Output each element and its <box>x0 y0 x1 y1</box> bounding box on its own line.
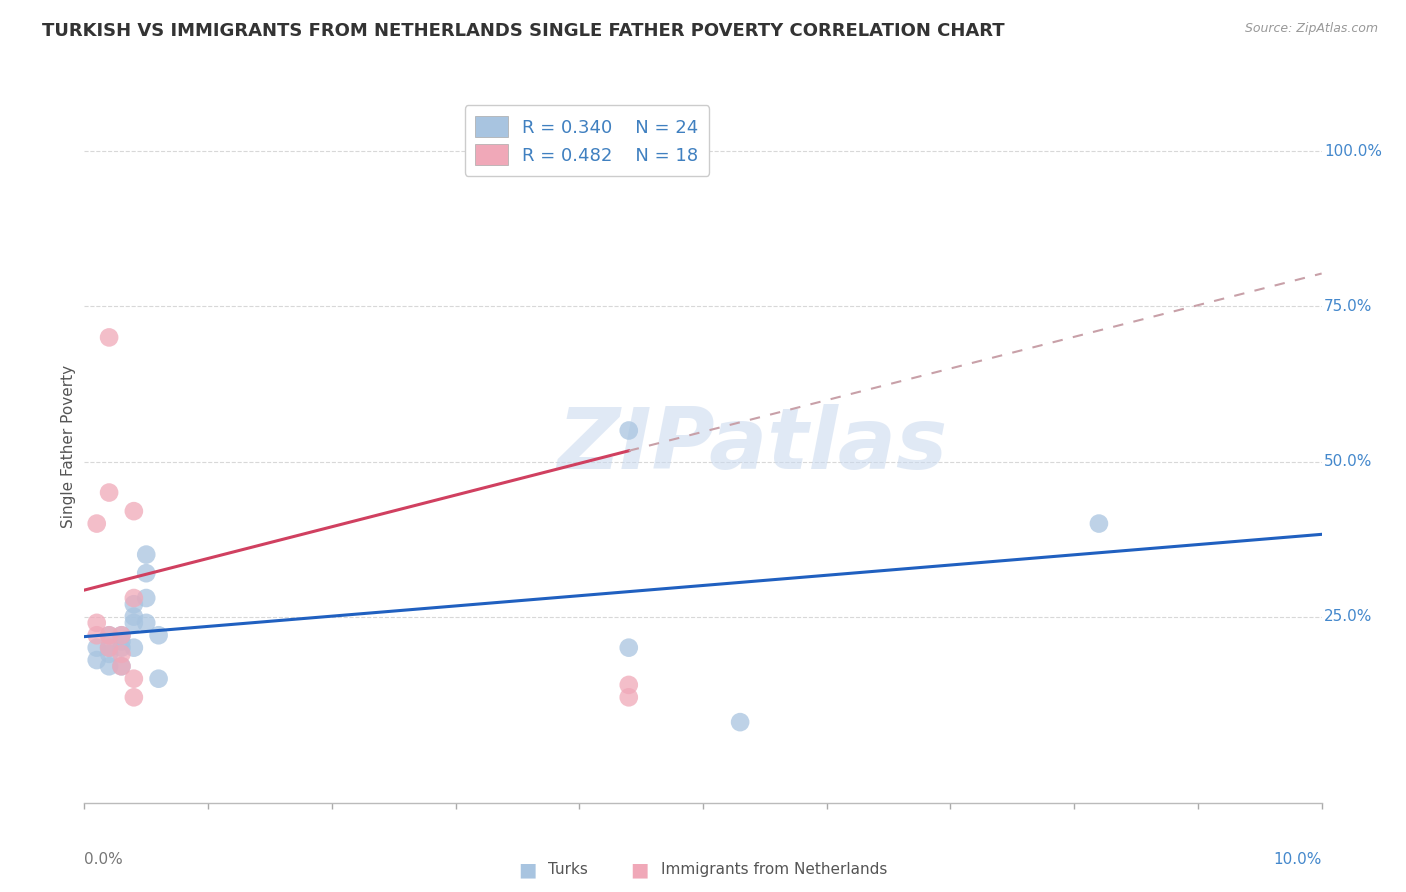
Text: Immigrants from Netherlands: Immigrants from Netherlands <box>661 863 887 877</box>
Point <box>110 628 132 642</box>
Point <box>86 640 108 655</box>
Point <box>148 672 170 686</box>
Text: ■: ■ <box>630 860 650 880</box>
Point <box>617 640 640 655</box>
Point <box>98 485 121 500</box>
Text: 25.0%: 25.0% <box>1324 609 1372 624</box>
Point <box>617 690 640 705</box>
Point <box>98 628 121 642</box>
Point <box>86 516 108 531</box>
Point <box>86 615 108 630</box>
Point <box>481 145 503 159</box>
Text: 0.0%: 0.0% <box>84 853 124 867</box>
Text: Turks: Turks <box>548 863 588 877</box>
Point <box>110 628 132 642</box>
Point <box>122 640 145 655</box>
Point <box>98 659 121 673</box>
Point <box>86 628 108 642</box>
Point <box>110 634 132 648</box>
Text: 75.0%: 75.0% <box>1324 299 1372 314</box>
Text: 100.0%: 100.0% <box>1324 144 1382 159</box>
Point <box>98 647 121 661</box>
Point <box>122 609 145 624</box>
Point <box>122 690 145 705</box>
Point <box>122 504 145 518</box>
Point <box>98 640 121 655</box>
Point <box>110 640 132 655</box>
Point <box>617 424 640 438</box>
Text: Source: ZipAtlas.com: Source: ZipAtlas.com <box>1244 22 1378 36</box>
Point <box>122 672 145 686</box>
Point <box>135 591 157 605</box>
Point <box>110 659 132 673</box>
Text: 10.0%: 10.0% <box>1274 853 1322 867</box>
Point <box>122 591 145 605</box>
Point <box>135 615 157 630</box>
Point <box>110 647 132 661</box>
Point <box>135 566 157 581</box>
Point <box>148 628 170 642</box>
Point <box>122 597 145 611</box>
Text: ZIPatlas: ZIPatlas <box>557 404 948 488</box>
Point <box>122 615 145 630</box>
Point <box>481 145 503 159</box>
Text: 50.0%: 50.0% <box>1324 454 1372 469</box>
Point <box>1088 516 1111 531</box>
Point <box>98 628 121 642</box>
Point <box>86 653 108 667</box>
Point <box>135 548 157 562</box>
Y-axis label: Single Father Poverty: Single Father Poverty <box>60 365 76 527</box>
Point <box>617 678 640 692</box>
Text: TURKISH VS IMMIGRANTS FROM NETHERLANDS SINGLE FATHER POVERTY CORRELATION CHART: TURKISH VS IMMIGRANTS FROM NETHERLANDS S… <box>42 22 1005 40</box>
Point <box>110 659 132 673</box>
Point <box>98 640 121 655</box>
Point <box>728 715 751 730</box>
Text: ■: ■ <box>517 860 537 880</box>
Point <box>98 330 121 344</box>
Legend: R = 0.340    N = 24, R = 0.482    N = 18: R = 0.340 N = 24, R = 0.482 N = 18 <box>464 105 710 176</box>
